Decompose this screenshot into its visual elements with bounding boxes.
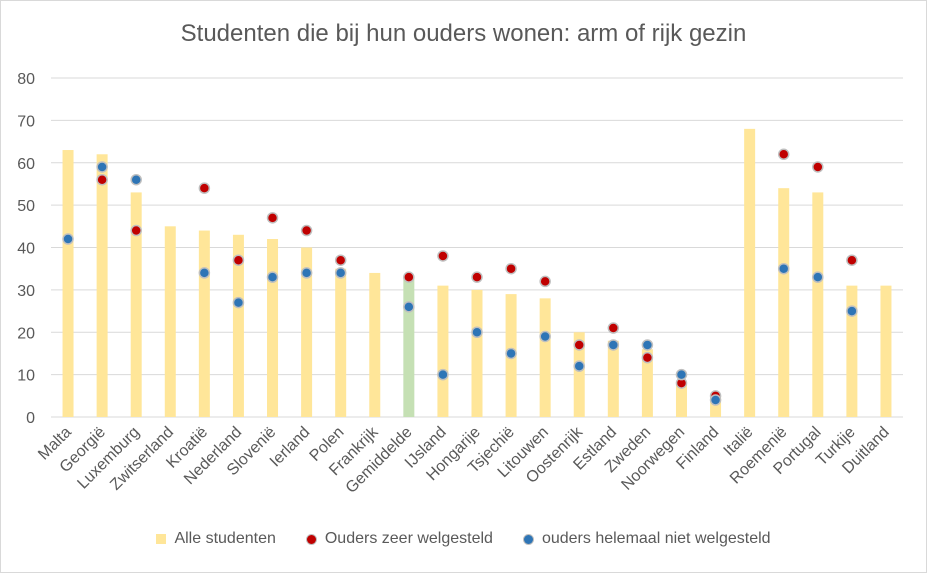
data-point — [130, 224, 142, 237]
data-point — [300, 267, 313, 279]
legend-label: ouders helemaal niet welgesteld — [541, 530, 771, 547]
y-tick-label: 30 — [17, 283, 35, 300]
bar — [744, 128, 756, 417]
data-point — [846, 254, 858, 266]
data-point — [539, 275, 551, 288]
data-point — [607, 322, 620, 334]
data-point — [539, 330, 551, 343]
chart-legend: Alle studenten Ouders zeer welgesteld ou… — [0, 530, 927, 548]
data-point — [846, 305, 858, 317]
bar — [471, 289, 483, 417]
y-tick-label: 80 — [17, 71, 35, 88]
y-tick-label: 20 — [17, 325, 35, 342]
legend-swatch-blue-dot — [522, 533, 534, 545]
legend-swatch-red-dot — [305, 533, 317, 545]
bar — [232, 234, 244, 417]
y-tick-label: 10 — [17, 368, 35, 385]
data-point — [641, 339, 654, 351]
data-point — [471, 271, 483, 283]
bar — [335, 268, 347, 417]
y-tick-label: 40 — [17, 241, 35, 258]
bar — [403, 277, 415, 417]
data-point — [471, 326, 483, 338]
data-point — [62, 233, 74, 245]
bar — [130, 192, 142, 417]
bar — [437, 285, 449, 417]
legend-label: Alle studenten — [174, 530, 276, 547]
chart-title: Studenten die bij hun ouders wonen: arm … — [180, 20, 747, 47]
bar — [369, 272, 381, 417]
data-point — [130, 173, 142, 186]
bar — [267, 239, 279, 417]
data-point — [573, 360, 585, 372]
data-point — [96, 173, 108, 186]
legend-item-ouders-zeer-welgesteld: Ouders zeer welgesteld — [305, 530, 493, 548]
data-point — [437, 250, 449, 262]
data-point — [505, 262, 517, 275]
bar — [880, 285, 892, 417]
data-point — [812, 161, 824, 173]
bar — [778, 188, 790, 417]
bar — [710, 395, 722, 417]
data-point — [96, 161, 108, 173]
data-point — [812, 271, 824, 283]
bar — [607, 340, 619, 417]
legend-item-alle-studenten: Alle studenten — [156, 530, 276, 548]
data-point — [403, 301, 415, 313]
y-tick-label: 70 — [17, 113, 35, 130]
data-point — [266, 271, 279, 283]
data-point — [607, 339, 620, 351]
data-point — [709, 394, 722, 406]
bar — [573, 332, 585, 417]
data-point — [505, 347, 517, 360]
data-point — [777, 262, 790, 275]
data-point — [437, 368, 449, 381]
data-point — [334, 254, 347, 266]
y-tick-label: 0 — [26, 410, 35, 427]
bar — [301, 247, 313, 417]
bar — [96, 154, 108, 417]
bar — [641, 349, 653, 417]
y-tick-label: 60 — [17, 156, 35, 173]
data-point — [198, 267, 211, 279]
bar — [164, 226, 176, 417]
data-point — [300, 224, 313, 237]
legend-label: Ouders zeer welgesteld — [324, 530, 493, 547]
data-point — [777, 148, 790, 161]
bar — [62, 150, 74, 417]
data-point — [403, 271, 415, 283]
bar — [198, 230, 210, 417]
legend-item-ouders-niet-welgesteld: ouders helemaal niet welgesteld — [522, 530, 771, 548]
bar — [812, 192, 824, 417]
y-tick-label: 50 — [17, 198, 35, 215]
data-point — [266, 212, 279, 224]
data-point — [573, 339, 585, 351]
data-point — [198, 182, 211, 194]
data-point — [675, 368, 688, 381]
legend-swatch-bar — [156, 534, 167, 544]
bar — [675, 383, 687, 417]
data-point — [232, 254, 245, 266]
data-point — [334, 267, 347, 279]
data-point — [232, 296, 245, 309]
bar — [539, 298, 551, 417]
data-point — [641, 351, 654, 364]
bar — [846, 285, 858, 417]
